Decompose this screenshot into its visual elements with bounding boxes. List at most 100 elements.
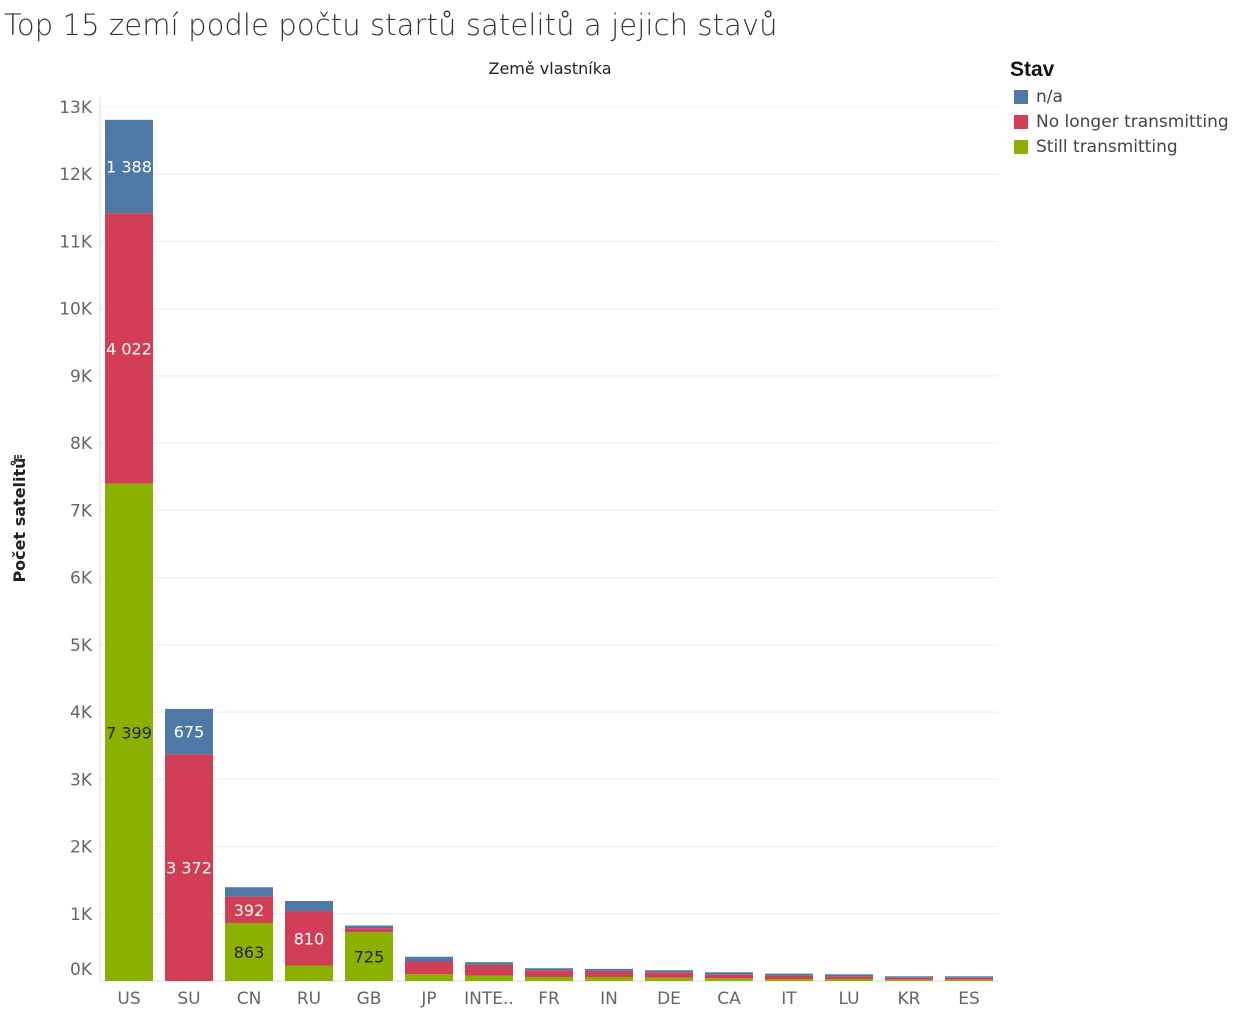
y-tick-label: 10K (59, 300, 93, 320)
x-tick-label: DE (657, 989, 681, 1009)
bar-jp-n-a[interactable] (405, 956, 453, 962)
data-label: 392 (234, 901, 265, 920)
bar-inte-no-longer-transmitting[interactable] (465, 964, 513, 976)
bar-gb-n-a[interactable] (345, 925, 393, 929)
bar-us-no-longer-transmitting[interactable] (105, 213, 153, 484)
bar-gb-no-longer-transmitting[interactable] (345, 928, 393, 933)
y-axis-title: Počet satelitů (10, 457, 29, 582)
y-tick-label: 3K (70, 770, 93, 790)
bar-ca-n-a[interactable] (705, 972, 753, 975)
bar-fr-still-transmitting[interactable] (525, 976, 573, 981)
chart-title: Top 15 zemí podle počtu startů satelitů … (4, 8, 778, 42)
y-axis-ticks: 0K 1K 2K 3K 4K 5K 6K 7K 8K 9K 10K 11K 12K 13K (59, 98, 93, 980)
bar-ca-still-transmitting[interactable] (705, 978, 753, 981)
bar-su-n-a[interactable] (165, 708, 213, 755)
y-tick-label: 0K (70, 960, 93, 980)
legend-label-no-longer-transmitting: No longer transmitting (1036, 111, 1229, 132)
bar-in-still-transmitting[interactable] (585, 976, 633, 981)
legend-title: Stav (1010, 58, 1055, 81)
bar-in-no-longer-transmitting[interactable] (585, 970, 633, 977)
x-tick-label: SU (177, 989, 200, 1009)
y-tick-label: 7K (70, 501, 93, 521)
bar-cn-no-longer-transmitting[interactable] (225, 896, 273, 923)
legend-item-na[interactable]: n/a (1010, 84, 1236, 109)
bar-in-n-a[interactable] (585, 968, 633, 971)
data-label: 810 (294, 929, 325, 948)
bar-kr-n-a[interactable] (885, 976, 933, 978)
y-tick-label: 8K (70, 434, 93, 454)
data-label: 1 388 (106, 157, 152, 176)
x-tick-label: JP (420, 989, 436, 1009)
y-tick-label: 6K (70, 569, 93, 589)
bars: 7 399 4 022 1 388 3 372 675 863 392 810 725 (105, 119, 993, 981)
x-tick-label: CN (237, 989, 262, 1009)
x-tick-label: IT (781, 989, 797, 1009)
y-tick-label: 11K (59, 232, 93, 252)
x-tick-label: GB (357, 989, 382, 1009)
bar-lu-still-transmitting[interactable] (825, 978, 873, 981)
x-tick-label: RU (297, 989, 321, 1009)
y-tick-label: 9K (70, 367, 93, 387)
data-label: 675 (174, 723, 205, 742)
bar-fr-no-longer-transmitting[interactable] (525, 970, 573, 977)
bar-it-no-longer-transmitting[interactable] (765, 975, 813, 979)
bar-gb-still-transmitting[interactable] (345, 932, 393, 981)
x-axis-ticks: US SU CN RU GB JP INTE.. FR IN DE CA IT LU KR ES (117, 989, 979, 1009)
y-tick-label: 1K (70, 905, 93, 925)
bar-cn-still-transmitting[interactable] (225, 922, 273, 981)
bar-de-still-transmitting[interactable] (645, 977, 693, 981)
x-tick-label: LU (838, 989, 859, 1009)
x-tick-label: ES (958, 989, 980, 1009)
y-tick-label: 13K (59, 98, 93, 118)
legend-item-no-longer-transmitting[interactable]: No longer transmitting (1010, 109, 1236, 134)
bar-es-no-longer-transmitting[interactable] (945, 977, 993, 980)
sort-icon[interactable] (14, 455, 22, 464)
data-label: 4 022 (106, 339, 152, 358)
legend-swatch-na (1014, 89, 1028, 104)
bar-kr-no-longer-transmitting[interactable] (885, 977, 933, 980)
x-tick-label: FR (538, 989, 560, 1009)
x-tick-label: IN (600, 989, 618, 1009)
data-label: 3 372 (166, 859, 212, 878)
bar-us-n-a[interactable] (105, 119, 153, 214)
legend-label-still-transmitting: Still transmitting (1036, 136, 1178, 157)
y-tick-label: 12K (59, 165, 93, 185)
bar-fr-n-a[interactable] (525, 968, 573, 971)
bar-ru-no-longer-transmitting[interactable] (285, 911, 333, 966)
bar-lu-n-a[interactable] (825, 974, 873, 977)
y-tick-label: 4K (70, 703, 93, 723)
bar-de-no-longer-transmitting[interactable] (645, 972, 693, 978)
legend-swatch-no-longer-transmitting (1014, 114, 1028, 129)
x-tick-label: US (117, 989, 140, 1009)
legend-swatch-still-transmitting (1014, 139, 1028, 154)
data-label: 7 399 (106, 723, 152, 742)
bar-jp-still-transmitting[interactable] (405, 974, 453, 981)
y-tick-label: 2K (70, 838, 93, 858)
data-label: 725 (354, 948, 385, 967)
bar-es-still-transmitting[interactable] (945, 979, 993, 981)
gridlines (99, 96, 998, 982)
legend: Stav n/a No longer transmitting Still tr… (1010, 58, 1236, 159)
bar-ru-n-a[interactable] (285, 900, 333, 912)
bar-inte-n-a[interactable] (465, 962, 513, 965)
legend-item-still-transmitting[interactable]: Still transmitting (1010, 134, 1236, 159)
bar-cn-n-a[interactable] (225, 887, 273, 897)
x-axis-title: Země vlastníka (488, 59, 611, 78)
bar-us-still-transmitting[interactable] (105, 483, 153, 981)
bar-it-still-transmitting[interactable] (765, 978, 813, 981)
bar-kr-still-transmitting[interactable] (885, 979, 933, 981)
bar-es-n-a[interactable] (945, 976, 993, 978)
data-label: 863 (234, 943, 265, 962)
bar-de-n-a[interactable] (645, 970, 693, 973)
bar-jp-no-longer-transmitting[interactable] (405, 961, 453, 975)
bar-it-n-a[interactable] (765, 973, 813, 976)
y-tick-label: 5K (70, 636, 93, 656)
bar-ru-still-transmitting[interactable] (285, 965, 333, 981)
x-tick-label: CA (717, 989, 741, 1009)
bar-lu-no-longer-transmitting[interactable] (825, 976, 873, 979)
bar-su-no-longer-transmitting[interactable] (165, 754, 213, 981)
legend-label-na: n/a (1036, 86, 1063, 107)
bar-ca-no-longer-transmitting[interactable] (705, 974, 753, 979)
bar-inte-still-transmitting[interactable] (465, 975, 513, 981)
